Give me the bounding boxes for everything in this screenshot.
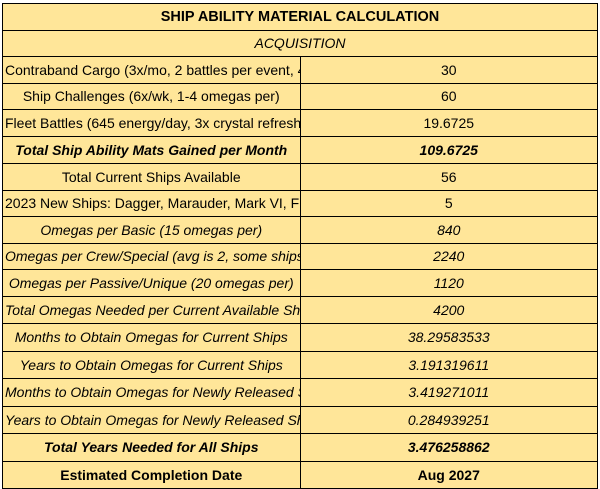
row-value[interactable]: 840 <box>299 216 598 244</box>
table-row: Years to Obtain Omegas for Current Ships… <box>2 350 598 379</box>
row-label[interactable]: Months to Obtain Omegas for Newly Releas… <box>2 378 301 407</box>
row-value[interactable]: 109.6725 <box>299 135 598 164</box>
table-row: Total Omegas Needed per Current Availabl… <box>2 295 598 324</box>
row-value[interactable]: 0.284939251 <box>299 405 598 434</box>
row-value[interactable]: 56 <box>299 163 598 191</box>
ship-ability-table: SHIP ABILITY MATERIAL CALCULATION ACQUIS… <box>2 3 598 489</box>
row-value[interactable]: 1120 <box>299 269 598 297</box>
row-label[interactable]: Contraband Cargo (3x/mo, 2 battles per e… <box>2 56 301 84</box>
table-row: Total Current Ships Available 56 <box>2 163 598 191</box>
table-row: Estimated Completion Date Aug 2027 <box>2 460 598 489</box>
row-value[interactable]: 4200 <box>299 295 598 324</box>
row-label[interactable]: Ship Challenges (6x/wk, 1-4 omegas per) <box>2 82 301 110</box>
row-value[interactable]: 30 <box>299 56 598 84</box>
table-row: Months to Obtain Omegas for Newly Releas… <box>2 378 598 407</box>
table-row: Years to Obtain Omegas for Newly Release… <box>2 405 598 434</box>
sheet-title[interactable]: SHIP ABILITY MATERIAL CALCULATION <box>2 3 598 31</box>
table-row: Total Ship Ability Mats Gained per Month… <box>2 135 598 164</box>
table-row: 2023 New Ships: Dagger, Marauder, Mark V… <box>2 189 598 217</box>
title-row: SHIP ABILITY MATERIAL CALCULATION <box>2 3 598 31</box>
row-label[interactable]: Total Current Ships Available <box>2 163 301 191</box>
table-row: Fleet Battles (645 energy/day, 3x crysta… <box>2 109 598 137</box>
row-label[interactable]: Omegas per Passive/Unique (20 omegas per… <box>2 269 301 297</box>
row-value[interactable]: 5 <box>299 189 598 217</box>
row-value[interactable]: 60 <box>299 82 598 110</box>
row-label[interactable]: Omegas per Basic (15 omegas per) <box>2 216 301 244</box>
table-row: Omegas per Basic (15 omegas per) 840 <box>2 216 598 244</box>
row-label[interactable]: Total Omegas Needed per Current Availabl… <box>2 295 301 324</box>
row-label[interactable]: Estimated Completion Date <box>2 460 301 489</box>
table-row: Contraband Cargo (3x/mo, 2 battles per e… <box>2 56 598 84</box>
section-row: ACQUISITION <box>2 29 598 57</box>
row-value[interactable]: 3.191319611 <box>299 350 598 379</box>
row-label[interactable]: Omegas per Crew/Special (avg is 2, some … <box>2 242 301 270</box>
row-value[interactable]: 19.6725 <box>299 109 598 137</box>
section-header[interactable]: ACQUISITION <box>2 29 598 57</box>
table-row: Months to Obtain Omegas for Current Ship… <box>2 323 598 352</box>
row-label[interactable]: Total Years Needed for All Ships <box>2 433 301 462</box>
row-value[interactable]: 3.419271011 <box>299 378 598 407</box>
row-label[interactable]: Total Ship Ability Mats Gained per Month <box>2 135 301 164</box>
row-value[interactable]: 38.29583533 <box>299 323 598 352</box>
table-row: Omegas per Crew/Special (avg is 2, some … <box>2 242 598 270</box>
table-row: Omegas per Passive/Unique (20 omegas per… <box>2 269 598 297</box>
table-row: Total Years Needed for All Ships 3.47625… <box>2 433 598 462</box>
row-label[interactable]: Years to Obtain Omegas for Current Ships <box>2 350 301 379</box>
row-label[interactable]: Fleet Battles (645 energy/day, 3x crysta… <box>2 109 301 137</box>
row-value[interactable]: 3.476258862 <box>299 433 598 462</box>
row-value[interactable]: Aug 2027 <box>299 460 598 489</box>
row-value[interactable]: 2240 <box>299 242 598 270</box>
row-label[interactable]: Months to Obtain Omegas for Current Ship… <box>2 323 301 352</box>
row-label[interactable]: Years to Obtain Omegas for Newly Release… <box>2 405 301 434</box>
row-label[interactable]: 2023 New Ships: Dagger, Marauder, Mark V… <box>2 189 301 217</box>
table-row: Ship Challenges (6x/wk, 1-4 omegas per) … <box>2 82 598 110</box>
